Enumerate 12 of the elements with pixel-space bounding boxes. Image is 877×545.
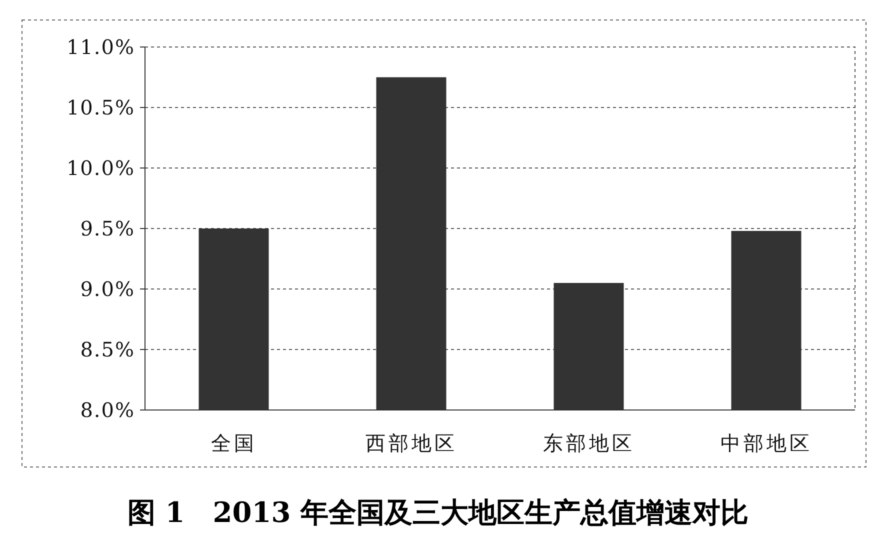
x-tick-label: 东部地区 xyxy=(542,431,635,455)
x-tick-label: 全国 xyxy=(210,431,257,455)
y-tick-label: 8.0% xyxy=(80,398,135,422)
y-tick-label: 11.0% xyxy=(66,35,135,59)
x-tick-label: 西部地区 xyxy=(365,431,458,455)
y-tick-label: 9.0% xyxy=(80,277,135,301)
y-tick-label: 10.5% xyxy=(66,96,135,120)
x-tick-label: 中部地区 xyxy=(720,431,812,455)
y-tick-label: 9.5% xyxy=(80,216,135,240)
y-tick-label: 10.0% xyxy=(66,156,135,180)
text: 图 1 2013 年全国及三大地区生产总值增速对比 xyxy=(128,496,748,529)
y-tick-label: 8.5% xyxy=(80,338,135,362)
